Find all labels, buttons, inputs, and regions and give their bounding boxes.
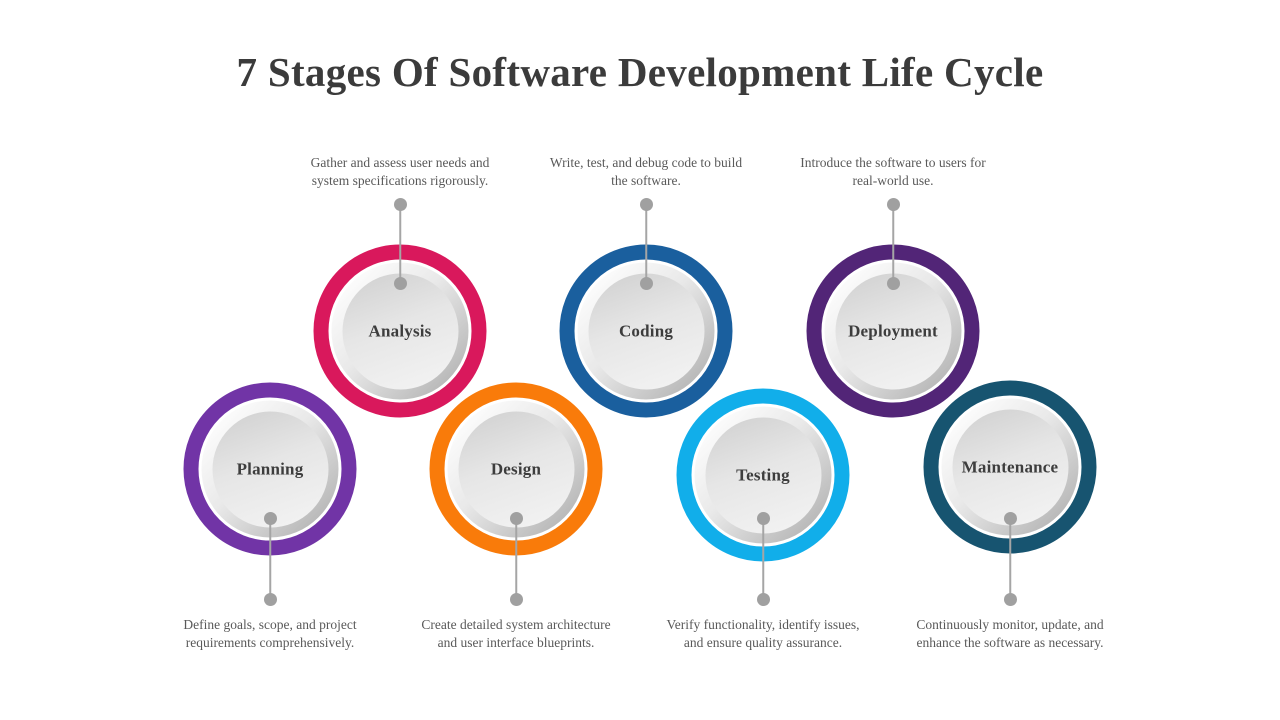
connector-dot-planning-bottom bbox=[263, 592, 277, 606]
stage-label-testing: Testing bbox=[736, 465, 790, 484]
stage-description-deployment: Introduce the software to users for real… bbox=[800, 155, 986, 189]
stage-label-coding: Coding bbox=[618, 321, 674, 340]
stage-description-testing: Verify functionality, identify issues, a… bbox=[666, 617, 860, 650]
stage-circle-face-deployment: Deployment bbox=[835, 273, 951, 389]
connector-line-maintenance bbox=[1008, 517, 1012, 600]
stage-description-coding: Write, test, and debug code to build the… bbox=[549, 155, 743, 189]
stage-label-design: Design bbox=[490, 459, 542, 478]
connector-design bbox=[509, 511, 523, 606]
stage-label-maintenance: Maintenance bbox=[961, 457, 1059, 476]
connector-dot-testing-top bbox=[756, 511, 770, 525]
connector-line-analysis bbox=[398, 203, 402, 284]
stage-circle-face-coding: Coding bbox=[588, 273, 704, 389]
stage-label-deployment: Deployment bbox=[848, 321, 938, 340]
connector-line-deployment bbox=[891, 203, 895, 284]
connector-dot-design-bottom bbox=[509, 592, 523, 606]
connector-line-planning bbox=[268, 517, 272, 600]
connector-deployment bbox=[886, 197, 900, 290]
stage-description-planning: Define goals, scope, and project require… bbox=[183, 617, 357, 650]
connector-dot-testing-bottom bbox=[756, 592, 770, 606]
stage-circle-face-design: Design bbox=[458, 411, 574, 527]
stage-label-analysis: Analysis bbox=[368, 321, 432, 340]
connector-line-testing bbox=[761, 517, 765, 600]
connector-dot-analysis-top bbox=[393, 197, 407, 211]
connector-line-coding bbox=[644, 203, 648, 284]
connector-planning bbox=[263, 511, 277, 606]
connector-dot-maintenance-top bbox=[1003, 511, 1017, 525]
connector-dot-planning-top bbox=[263, 511, 277, 525]
connector-dot-deployment-bottom bbox=[886, 276, 900, 290]
stage-description-design: Create detailed system architecture and … bbox=[421, 617, 611, 650]
connector-dot-coding-bottom bbox=[639, 276, 653, 290]
connector-dot-design-top bbox=[509, 511, 523, 525]
stage-circle-face-analysis: Analysis bbox=[342, 273, 458, 389]
stage-circle-face-maintenance: Maintenance bbox=[952, 409, 1068, 525]
stage-description-maintenance: Continuously monitor, update, and enhanc… bbox=[916, 617, 1104, 650]
connector-dot-maintenance-bottom bbox=[1003, 592, 1017, 606]
connector-testing bbox=[756, 511, 770, 606]
connector-analysis bbox=[393, 197, 407, 290]
connector-maintenance bbox=[1003, 511, 1017, 606]
stage-circle-testing: Testing bbox=[676, 388, 850, 562]
stage-circle-bevel-planning: Planning bbox=[201, 400, 339, 538]
stage-circle-face-planning: Planning bbox=[212, 411, 328, 527]
page-title: 7 Stages Of Software Development Life Cy… bbox=[236, 49, 1044, 95]
connector-coding bbox=[639, 197, 653, 290]
stage-circle-bevel-deployment: Deployment bbox=[824, 262, 962, 400]
connector-dot-deployment-top bbox=[886, 197, 900, 211]
connector-line-design bbox=[514, 517, 518, 600]
connector-dot-coding-top bbox=[639, 197, 653, 211]
stage-label-planning: Planning bbox=[236, 459, 304, 478]
connector-dot-analysis-bottom bbox=[393, 276, 407, 290]
stage-description-analysis: Gather and assess user needs and system … bbox=[310, 155, 490, 189]
